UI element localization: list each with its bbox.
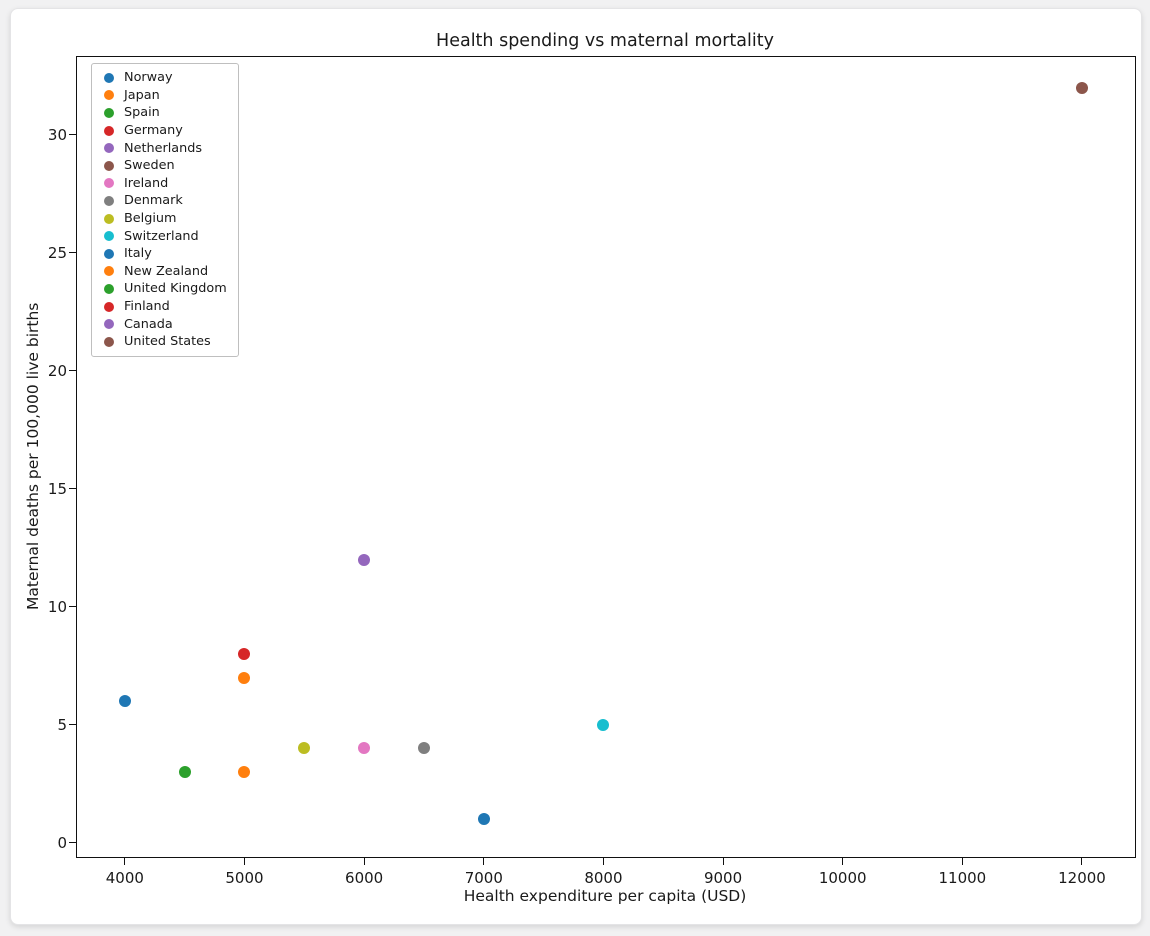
y-tick-mark (69, 606, 76, 608)
legend-marker-icon (104, 160, 114, 171)
legend-item-netherlands: Netherlands (100, 139, 227, 157)
x-tick-mark (124, 858, 126, 865)
legend-label: Sweden (124, 158, 175, 174)
x-axis-label: Health expenditure per capita (USD) (463, 887, 747, 905)
y-tick-mark (69, 134, 76, 136)
y-tick-label: 15 (47, 479, 67, 498)
x-tick-mark (243, 858, 245, 865)
legend-label: Finland (124, 299, 170, 315)
x-tick-label: 8000 (584, 869, 623, 887)
x-tick-label: 7000 (464, 869, 503, 887)
legend-marker-icon (104, 336, 114, 347)
data-point-united-states (1075, 81, 1088, 94)
legend-item-belgium: Belgium (100, 210, 227, 228)
legend-marker-icon (104, 90, 114, 101)
legend-marker-icon (104, 301, 114, 312)
data-point-belgium (298, 742, 311, 755)
x-tick-mark (961, 858, 963, 865)
x-tick-mark (602, 858, 604, 865)
x-tick-mark (363, 858, 365, 865)
x-tick-label: 5000 (225, 869, 264, 887)
x-tick-label: 12000 (1058, 869, 1106, 887)
legend-marker-icon (104, 266, 114, 277)
legend-item-ireland: Ireland (100, 175, 227, 193)
data-point-netherlands (358, 553, 371, 566)
y-tick-mark (69, 724, 76, 726)
legend-item-italy: Italy (100, 245, 227, 263)
y-tick-label: 20 (47, 361, 67, 380)
legend-item-denmark: Denmark (100, 192, 227, 210)
legend-marker-icon (104, 107, 114, 118)
legend-label: Germany (124, 123, 183, 139)
y-tick-label: 0 (57, 833, 67, 852)
legend-item-united-states: United States (100, 333, 227, 351)
x-tick-mark (1081, 858, 1083, 865)
legend-label: New Zealand (124, 263, 209, 279)
legend-item-sweden: Sweden (100, 157, 227, 175)
legend-label: Ireland (124, 175, 169, 191)
legend-label: Belgium (124, 211, 177, 227)
x-tick-mark (842, 858, 844, 865)
plot-area: Norway Japan Spain Germany Netherlands Sweden… (48, 56, 1136, 887)
legend-marker-icon (104, 72, 114, 83)
legend-label: Denmark (124, 193, 183, 209)
y-tick-mark (69, 252, 76, 254)
legend-marker-icon (104, 143, 114, 154)
data-point-ireland (358, 742, 371, 755)
y-tick-label: 10 (47, 597, 67, 616)
legend-label: United Kingdom (124, 281, 227, 297)
x-tick-label: 9000 (703, 869, 743, 887)
x-tick-label: 11000 (938, 869, 987, 887)
chart-title: Health spending vs maternal mortality (436, 31, 774, 51)
y-tick-mark (69, 488, 76, 490)
legend-item-finland: Finland (100, 298, 227, 316)
legend-item-switzerland: Switzerland (100, 227, 227, 245)
legend-marker-icon (104, 248, 114, 259)
legend-label: Spain (124, 105, 160, 121)
y-tick-mark (69, 370, 76, 372)
legend-marker-icon (104, 283, 114, 294)
data-point-germany (238, 648, 251, 661)
data-point-japan (238, 766, 251, 779)
legend: Norway Japan Spain Germany Netherlands Sweden… (91, 63, 239, 357)
x-tick-label: 10000 (818, 869, 867, 887)
y-tick-label: 25 (47, 243, 67, 262)
legend-item-germany: Germany (100, 122, 227, 140)
y-tick-label: 30 (47, 125, 67, 144)
y-tick-mark (69, 842, 76, 844)
data-point-spain (178, 766, 191, 779)
x-tick-mark (483, 858, 485, 865)
legend-item-japan: Japan (100, 87, 227, 105)
x-tick-mark (722, 858, 724, 865)
legend-label: Japan (124, 87, 160, 103)
x-tick-label: 6000 (345, 869, 384, 887)
legend-marker-icon (104, 195, 114, 206)
legend-item-spain: Spain (100, 104, 227, 122)
legend-label: Canada (124, 316, 173, 332)
legend-label: United States (124, 334, 211, 350)
legend-label: Norway (124, 70, 173, 86)
legend-marker-icon (104, 319, 114, 330)
data-point-new-zealand (238, 671, 251, 684)
y-axis-label: Maternal deaths per 100,000 live births (24, 302, 42, 610)
legend-item-united-kingdom: United Kingdom (100, 280, 227, 298)
legend-label: Switzerland (124, 228, 199, 244)
legend-marker-icon (104, 231, 114, 242)
legend-marker-icon (104, 178, 114, 189)
data-point-denmark (417, 742, 430, 755)
legend-marker-icon (104, 125, 114, 136)
y-tick-label: 5 (57, 715, 67, 734)
figure-card: Health spending vs maternal mortality Ma… (10, 8, 1142, 925)
legend-marker-icon (104, 213, 114, 224)
legend-item-norway: Norway (100, 69, 227, 87)
legend-label: Italy (124, 246, 152, 262)
legend-item-new-zealand: New Zealand (100, 263, 227, 281)
x-tick-label: 4000 (105, 869, 144, 887)
data-point-switzerland (597, 718, 610, 731)
data-point-norway (477, 813, 490, 826)
data-point-italy (118, 695, 131, 708)
legend-item-canada: Canada (100, 315, 227, 333)
legend-label: Netherlands (124, 140, 203, 156)
